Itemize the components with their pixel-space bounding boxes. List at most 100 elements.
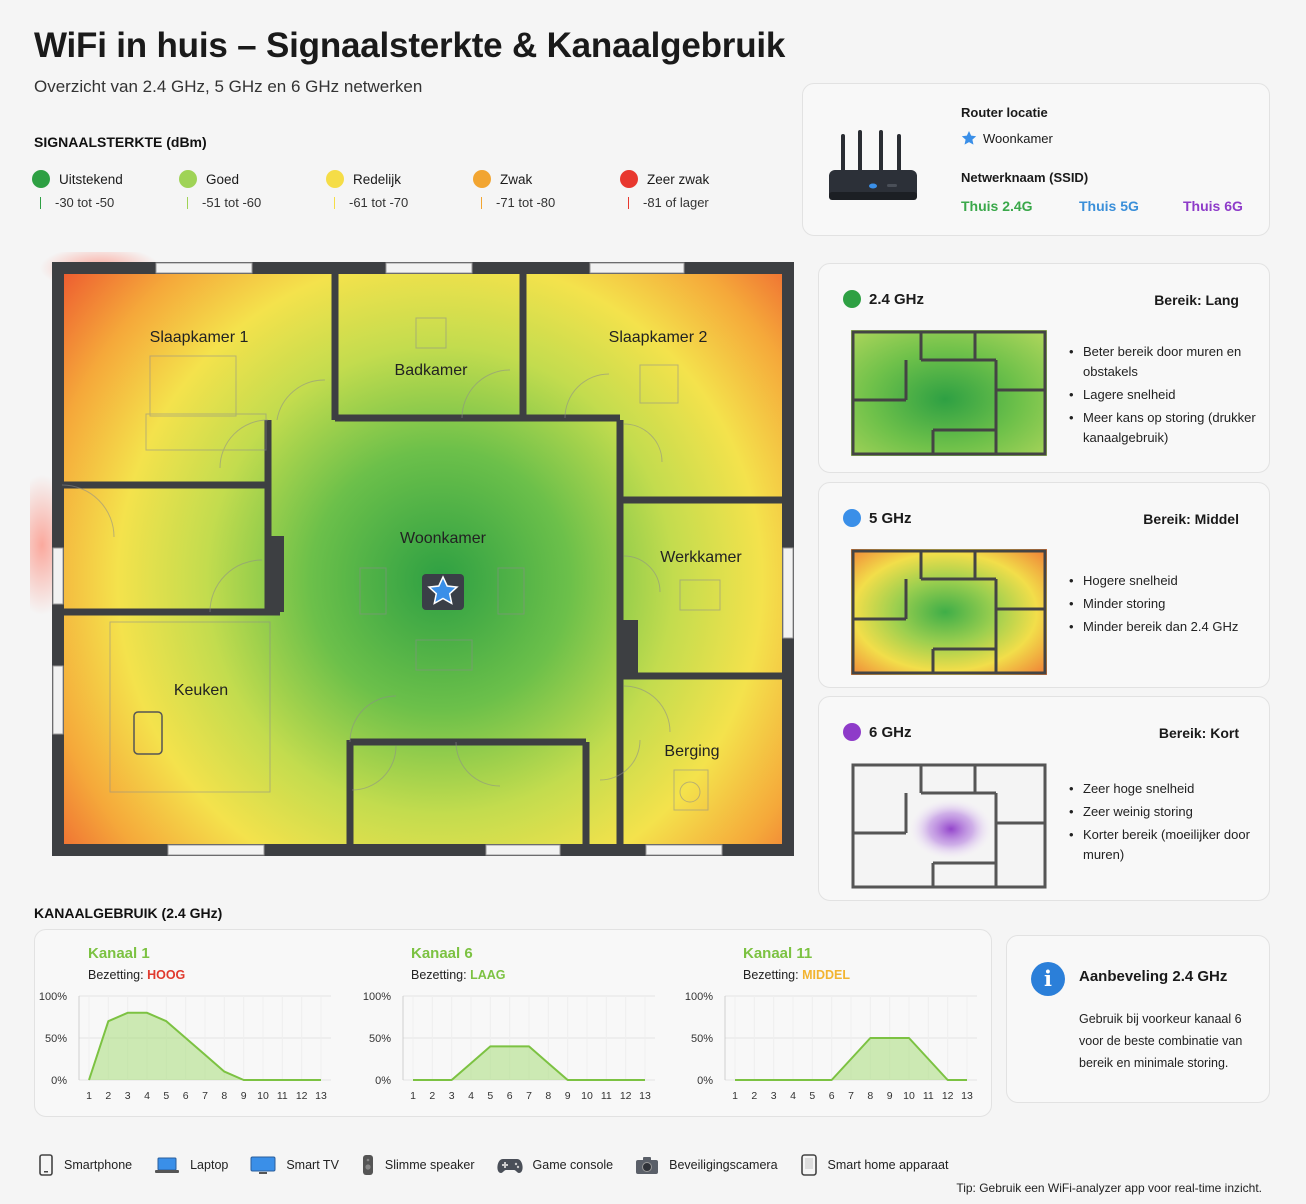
room-label: Slaapkamer 2 bbox=[609, 329, 708, 346]
x-tick-label: 9 bbox=[565, 1090, 571, 1102]
channels-card: Kanaal 1 Bezetting: HOOG Kanaal 6 Bezett… bbox=[34, 929, 992, 1117]
band-range: Bereik: Middel bbox=[1143, 511, 1239, 527]
device-item: Beveiligingscamera bbox=[635, 1155, 778, 1175]
legend-dot bbox=[326, 170, 344, 188]
x-tick-label: 4 bbox=[790, 1090, 796, 1102]
ssid-label: Netwerknaam (SSID) bbox=[961, 170, 1089, 185]
x-tick-label: 11 bbox=[923, 1090, 934, 1102]
signal-legend-heading: SIGNAALSTERKTE (dBm) bbox=[34, 134, 207, 150]
occupancy-value: MIDDEL bbox=[802, 968, 850, 982]
band-point: Zeer weinig storing bbox=[1069, 802, 1259, 822]
legend-item: Uitstekend -30 tot -50 bbox=[32, 170, 179, 210]
router-card: Router locatie Woonkamer Netwerknaam (SS… bbox=[802, 83, 1270, 236]
x-tick-label: 11 bbox=[601, 1090, 612, 1102]
x-tick-label: 6 bbox=[829, 1090, 835, 1102]
x-tick-label: 5 bbox=[809, 1090, 815, 1102]
device-item: Smartphone bbox=[38, 1154, 132, 1176]
y-tick-label: 0% bbox=[697, 1075, 713, 1087]
series-line bbox=[735, 1037, 967, 1081]
legend-range: -81 of lager bbox=[643, 195, 709, 210]
band-card-5g: 5 GHz Bereik: Middel Hogere snelheid Min… bbox=[818, 482, 1270, 688]
band-point: Hogere snelheid bbox=[1069, 571, 1259, 591]
channels-heading: KANAALGEBRUIK (2.4 GHz) bbox=[34, 905, 223, 921]
legend-label: Uitstekend bbox=[59, 171, 123, 187]
x-tick-label: 5 bbox=[487, 1090, 493, 1102]
tip-text: Tip: Gebruik een WiFi-analyzer app voor … bbox=[956, 1181, 1262, 1195]
x-tick-label: 10 bbox=[581, 1090, 593, 1102]
device-item: Game console bbox=[496, 1156, 613, 1174]
band-card-2g: 2.4 GHz Bereik: Lang Beter bereik door m… bbox=[818, 263, 1270, 473]
y-tick-label: 100% bbox=[685, 991, 713, 1003]
smart-tv-icon bbox=[250, 1156, 276, 1174]
router-icon bbox=[829, 130, 917, 200]
room-label: Badkamer bbox=[395, 362, 469, 379]
device-item: Smart TV bbox=[250, 1155, 339, 1175]
series-area bbox=[413, 1046, 645, 1080]
x-tick-label: 10 bbox=[257, 1090, 269, 1102]
room-label: Berging bbox=[664, 743, 719, 760]
channel-occupancy: Bezetting: MIDDEL bbox=[743, 968, 850, 982]
star-icon bbox=[961, 131, 977, 145]
band-dot bbox=[843, 723, 861, 741]
x-tick-label: 12 bbox=[620, 1090, 632, 1102]
legend-label: Redelijk bbox=[353, 171, 402, 187]
legend-item: Zwak -71 tot -80 bbox=[473, 170, 620, 210]
band-points: Zeer hoge snelheid Zeer weinig storing K… bbox=[1069, 779, 1259, 868]
band-dot bbox=[843, 509, 861, 527]
x-tick-label: 8 bbox=[221, 1090, 227, 1102]
room-label: Werkkamer bbox=[660, 549, 742, 566]
x-tick-label: 4 bbox=[468, 1090, 474, 1102]
band-point: Minder storing bbox=[1069, 594, 1259, 614]
occupancy-value: LAAG bbox=[470, 968, 506, 982]
device-label: Slimme speaker bbox=[384, 1158, 475, 1172]
y-tick-label: 100% bbox=[363, 991, 391, 1003]
x-tick-label: 3 bbox=[125, 1090, 131, 1102]
x-tick-label: 9 bbox=[241, 1090, 247, 1102]
signal-legend: Uitstekend -30 tot -50 Goed -51 tot -60 … bbox=[32, 170, 767, 210]
channel-occupancy: Bezetting: LAAG bbox=[411, 968, 506, 982]
series-area bbox=[89, 1012, 321, 1080]
y-tick-label: 50% bbox=[691, 1033, 713, 1045]
x-tick-label: 8 bbox=[867, 1090, 873, 1102]
legend-dot bbox=[179, 170, 197, 188]
band-name: 2.4 GHz bbox=[869, 290, 925, 308]
band-dot bbox=[843, 290, 861, 308]
x-tick-label: 1 bbox=[732, 1090, 738, 1102]
room-label: Keuken bbox=[174, 682, 228, 699]
x-tick-label: 5 bbox=[163, 1090, 169, 1102]
router-location: Woonkamer bbox=[961, 130, 1053, 146]
band-points: Hogere snelheid Minder storing Minder be… bbox=[1069, 571, 1259, 640]
y-tick-label: 50% bbox=[45, 1033, 67, 1045]
band-point: Korter bereik (moeilijker door muren) bbox=[1069, 825, 1259, 865]
occupancy-label: Bezetting: bbox=[411, 968, 467, 982]
page-title: WiFi in huis – Signaalsterkte & Kanaalge… bbox=[34, 26, 786, 65]
band-point: Zeer hoge snelheid bbox=[1069, 779, 1259, 799]
smartphone-icon bbox=[39, 1154, 53, 1176]
channel-occupancy: Bezetting: HOOG bbox=[88, 968, 185, 982]
channel-title: Kanaal 11 bbox=[743, 945, 813, 962]
x-tick-label: 6 bbox=[183, 1090, 189, 1102]
band-points: Beter bereik door muren en obstakels Lag… bbox=[1069, 342, 1259, 451]
advice-card: i Aanbeveling 2.4 GHz Gebruik bij voorke… bbox=[1006, 935, 1270, 1103]
x-tick-label: 1 bbox=[410, 1090, 416, 1102]
device-label: Beveiligingscamera bbox=[669, 1158, 778, 1172]
device-legend: Smartphone Laptop Smart TV Slimme speake… bbox=[38, 1154, 970, 1176]
y-tick-label: 50% bbox=[369, 1033, 391, 1045]
series-line bbox=[413, 1045, 645, 1081]
router-location-value: Woonkamer bbox=[983, 130, 1053, 146]
legend-item: Redelijk -61 tot -70 bbox=[326, 170, 473, 210]
legend-dot bbox=[620, 170, 638, 188]
x-tick-label: 6 bbox=[507, 1090, 513, 1102]
legend-item: Goed -51 tot -60 bbox=[179, 170, 326, 210]
band-name: 6 GHz bbox=[869, 723, 912, 741]
x-tick-label: 13 bbox=[961, 1090, 973, 1102]
legend-label: Goed bbox=[206, 171, 240, 187]
legend-item: Zeer zwak -81 of lager bbox=[620, 170, 767, 210]
legend-label: Zwak bbox=[500, 171, 533, 187]
page-subtitle: Overzicht van 2.4 GHz, 5 GHz en 6 GHz ne… bbox=[34, 77, 423, 96]
band-point: Lagere snelheid bbox=[1069, 385, 1259, 405]
speaker-icon bbox=[362, 1155, 373, 1175]
x-tick-label: 2 bbox=[105, 1090, 111, 1102]
band-coverage-map bbox=[851, 763, 1047, 889]
